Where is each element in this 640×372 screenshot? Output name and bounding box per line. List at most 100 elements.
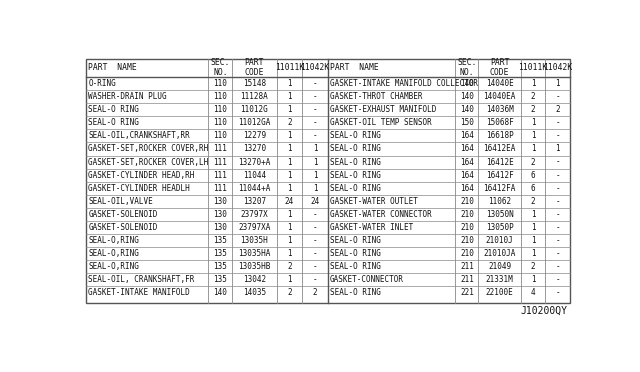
Text: 11042K: 11042K — [543, 63, 572, 72]
Text: 14036M: 14036M — [486, 105, 513, 114]
Text: WASHER-DRAIN PLUG: WASHER-DRAIN PLUG — [88, 92, 167, 101]
Text: 23797X: 23797X — [241, 210, 268, 219]
Text: 13035H: 13035H — [241, 236, 268, 245]
Text: 2: 2 — [287, 118, 292, 127]
Text: 164: 164 — [460, 171, 474, 180]
Text: GASKET-WATER OUTLET: GASKET-WATER OUTLET — [330, 197, 418, 206]
Text: GASKET-INTAKE MANIFOLD: GASKET-INTAKE MANIFOLD — [88, 288, 190, 298]
Text: 2: 2 — [531, 262, 535, 271]
Text: 13035HB: 13035HB — [238, 262, 271, 271]
Text: SEAL-O,RING: SEAL-O,RING — [88, 249, 139, 258]
Bar — [86, 58, 570, 303]
Text: 130: 130 — [213, 223, 227, 232]
Text: 1: 1 — [287, 275, 292, 284]
Text: 13050P: 13050P — [486, 223, 513, 232]
Text: -: - — [556, 249, 560, 258]
Text: 24: 24 — [310, 197, 320, 206]
Text: 210: 210 — [460, 197, 474, 206]
Text: SEAL-O RING: SEAL-O RING — [88, 105, 139, 114]
Text: 111: 111 — [213, 184, 227, 193]
Text: 2: 2 — [531, 105, 535, 114]
Text: GASKET-SOLENOID: GASKET-SOLENOID — [88, 223, 157, 232]
Text: -: - — [556, 184, 560, 193]
Text: 1: 1 — [287, 131, 292, 140]
Text: 210: 210 — [460, 236, 474, 245]
Text: 1: 1 — [313, 158, 317, 167]
Text: 1: 1 — [531, 210, 535, 219]
Text: -: - — [313, 262, 317, 271]
Text: 140: 140 — [460, 105, 474, 114]
Text: 16618P: 16618P — [486, 131, 513, 140]
Text: 6: 6 — [531, 184, 535, 193]
Text: -: - — [556, 171, 560, 180]
Text: 1: 1 — [531, 275, 535, 284]
Text: 21049: 21049 — [488, 262, 511, 271]
Text: -: - — [556, 223, 560, 232]
Text: 11011K: 11011K — [275, 63, 304, 72]
Text: 24: 24 — [285, 197, 294, 206]
Text: PART
CODE: PART CODE — [244, 58, 264, 77]
Text: 1: 1 — [287, 79, 292, 88]
Text: -: - — [556, 92, 560, 101]
Text: 15068F: 15068F — [486, 118, 513, 127]
Text: GASKET-SET,ROCKER COVER,RH: GASKET-SET,ROCKER COVER,RH — [88, 144, 209, 154]
Text: 135: 135 — [213, 249, 227, 258]
Text: -: - — [556, 118, 560, 127]
Text: 13050N: 13050N — [486, 210, 513, 219]
Text: 11044+A: 11044+A — [238, 184, 271, 193]
Text: -: - — [313, 210, 317, 219]
Text: 164: 164 — [460, 144, 474, 154]
Text: -: - — [556, 275, 560, 284]
Text: 11128A: 11128A — [241, 92, 268, 101]
Text: 13035HA: 13035HA — [238, 249, 271, 258]
Text: -: - — [313, 105, 317, 114]
Text: SEAL-O RING: SEAL-O RING — [330, 249, 381, 258]
Text: SEAL-O,RING: SEAL-O,RING — [88, 262, 139, 271]
Text: 110: 110 — [213, 105, 227, 114]
Text: J10200QY: J10200QY — [520, 306, 568, 316]
Text: 11012G: 11012G — [241, 105, 268, 114]
Text: 135: 135 — [213, 275, 227, 284]
Text: 1: 1 — [531, 223, 535, 232]
Text: GASKET-CONNECTOR: GASKET-CONNECTOR — [330, 275, 404, 284]
Text: GASKET-CYLINDER HEADLH: GASKET-CYLINDER HEADLH — [88, 184, 190, 193]
Text: 16412F: 16412F — [486, 171, 513, 180]
Text: 140: 140 — [460, 92, 474, 101]
Text: 2: 2 — [287, 262, 292, 271]
Text: GASKET-CYLINDER HEAD,RH: GASKET-CYLINDER HEAD,RH — [88, 171, 195, 180]
Text: 110: 110 — [213, 92, 227, 101]
Text: 1: 1 — [287, 236, 292, 245]
Text: 4: 4 — [531, 288, 535, 298]
Text: SEAL-O,RING: SEAL-O,RING — [88, 236, 139, 245]
Text: -: - — [556, 262, 560, 271]
Text: 2: 2 — [556, 105, 560, 114]
Text: 16412FA: 16412FA — [483, 184, 516, 193]
Text: 1: 1 — [287, 171, 292, 180]
Text: 13270: 13270 — [243, 144, 266, 154]
Text: 2: 2 — [531, 92, 535, 101]
Text: 1: 1 — [287, 210, 292, 219]
Text: 2: 2 — [287, 288, 292, 298]
Text: 1: 1 — [287, 184, 292, 193]
Text: 221: 221 — [460, 288, 474, 298]
Text: 11011K: 11011K — [518, 63, 548, 72]
Text: 140: 140 — [460, 79, 474, 88]
Text: GASKET-OIL TEMP SENSOR: GASKET-OIL TEMP SENSOR — [330, 118, 432, 127]
Text: -: - — [313, 236, 317, 245]
Text: 211: 211 — [460, 275, 474, 284]
Text: 23797XA: 23797XA — [238, 223, 271, 232]
Text: GASKET-EXHAUST MANIFOLD: GASKET-EXHAUST MANIFOLD — [330, 105, 436, 114]
Text: GASKET-WATER INLET: GASKET-WATER INLET — [330, 223, 413, 232]
Text: 164: 164 — [460, 131, 474, 140]
Text: 6: 6 — [531, 171, 535, 180]
Text: 2: 2 — [531, 158, 535, 167]
Text: 150: 150 — [460, 118, 474, 127]
Text: O-RING: O-RING — [88, 79, 116, 88]
Text: 1: 1 — [287, 144, 292, 154]
Text: 21331M: 21331M — [486, 275, 513, 284]
Text: PART  NAME: PART NAME — [88, 63, 137, 72]
Text: GASKET-INTAKE MANIFOLD COLLECTOR: GASKET-INTAKE MANIFOLD COLLECTOR — [330, 79, 478, 88]
Text: 11012GA: 11012GA — [238, 118, 271, 127]
Text: GASKET-SOLENOID: GASKET-SOLENOID — [88, 210, 157, 219]
Text: 210: 210 — [460, 223, 474, 232]
